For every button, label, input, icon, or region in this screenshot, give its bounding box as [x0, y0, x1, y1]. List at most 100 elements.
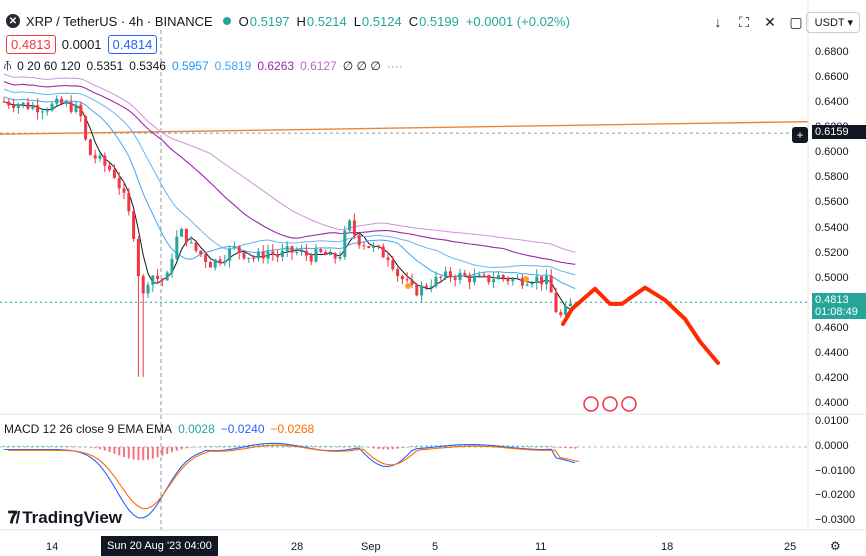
candle-body — [530, 282, 534, 285]
macd-histogram-bar — [233, 445, 236, 447]
candle-body — [400, 276, 404, 280]
macd-histogram-bar — [502, 445, 505, 447]
candle-body — [492, 279, 496, 283]
macd-histogram-bar — [99, 447, 101, 450]
macd-histogram-bar — [353, 445, 356, 447]
tradingview-mark-icon: 𝟕/ — [8, 508, 20, 527]
macd-histogram-bar — [171, 447, 173, 453]
ma-60b-line — [3, 88, 576, 276]
candle-body — [429, 286, 433, 288]
macd-histogram-bar — [60, 445, 63, 447]
candle-body — [396, 269, 400, 277]
tradingview-logo[interactable]: 𝟕/ TradingView — [8, 508, 122, 528]
ma-120-line — [3, 81, 576, 265]
candle-body — [420, 285, 424, 296]
candle-body — [458, 272, 462, 281]
macd-params[interactable]: MACD 12 26 close 9 EMA EMA — [4, 422, 173, 436]
candle-body — [93, 155, 97, 159]
macd-histogram-bar — [252, 444, 255, 447]
candle-body — [381, 246, 385, 258]
macd-histogram-bar — [79, 446, 82, 448]
price-tick-label: 0.5400 — [815, 221, 849, 234]
candle-body — [328, 253, 332, 256]
price-tick-label: 0.5200 — [815, 246, 849, 259]
trend-line — [0, 120, 809, 135]
candle-body — [501, 275, 505, 279]
candle-body — [477, 274, 481, 276]
macd-histogram-bar — [94, 447, 97, 449]
ask-price[interactable]: 0.4814 — [107, 35, 158, 54]
candle-body — [218, 259, 222, 263]
ma-params[interactable]: 0 20 60 120 — [17, 58, 81, 73]
macd-histogram-bar — [545, 445, 548, 447]
candle-body — [314, 249, 318, 262]
macd-histogram-bar — [334, 446, 337, 447]
economic-event-icon — [583, 396, 599, 412]
price-tick-label: 0.6600 — [815, 70, 849, 83]
change-value: +0.0001 (+0.02%) — [465, 13, 570, 29]
candle-body — [242, 252, 246, 259]
candle-body — [511, 278, 515, 282]
ma-value-3: 0.5819 — [214, 58, 252, 73]
ma-60-line — [3, 96, 576, 290]
macd-histogram-bar — [228, 445, 231, 447]
candle-body — [180, 228, 184, 237]
candle-body — [16, 104, 20, 108]
ma-value-5: 0.6127 — [300, 58, 337, 73]
candle-body — [415, 284, 419, 296]
chart-toolbar: ↓ ⛶ ✕ ▢ — [704, 10, 808, 34]
settings-gear-icon[interactable]: ⚙ — [830, 539, 841, 553]
candle-body — [564, 306, 568, 316]
line-price-tag: 0.6159 — [812, 125, 866, 140]
macd-histogram-bar — [151, 447, 154, 459]
candle-body — [261, 251, 265, 259]
macd-histogram-bar — [319, 445, 322, 447]
economic-event-icon — [602, 396, 618, 412]
open-value: 0.5197 — [249, 13, 290, 29]
candle-body — [496, 275, 500, 280]
candle-body — [55, 98, 59, 104]
macd-tick-label: −0.0200 — [815, 489, 856, 502]
screenshot-icon[interactable]: ▢ — [789, 13, 803, 30]
candle-body — [194, 242, 198, 251]
macd-histogram-bar — [435, 445, 437, 447]
macd-histogram-bar — [55, 445, 58, 447]
macd-histogram-bar — [358, 445, 361, 447]
candle-body — [199, 250, 203, 255]
candle-body — [525, 284, 529, 286]
arrow-down-icon[interactable]: ↓ — [714, 14, 722, 30]
symbol-title[interactable]: XRP / TetherUS · 4h · BINANCE — [26, 13, 213, 29]
macd-histogram-bar — [161, 447, 164, 456]
currency-selector[interactable]: USDT ▾ — [805, 12, 860, 33]
candle-body — [266, 251, 270, 259]
macd-histogram-bar — [406, 447, 409, 448]
macd-histogram-bar — [185, 447, 188, 449]
high-value: 0.5214 — [306, 13, 347, 29]
close-icon[interactable]: ✕ — [764, 13, 776, 30]
add-alert-icon[interactable]: + — [792, 127, 808, 143]
ma-value-1: 0.5346 — [129, 58, 166, 73]
macd-histogram-bar — [219, 446, 221, 447]
fullscreen-icon[interactable]: ⛶ — [739, 13, 749, 30]
candle-body — [300, 250, 304, 253]
macd-histogram-bar — [425, 445, 428, 447]
currency-label: USDT — [814, 17, 845, 29]
ma-empty-values: ∅ ∅ ∅ — [342, 58, 381, 73]
macd-histogram-bar — [199, 446, 202, 448]
macd-histogram-bar — [377, 447, 380, 449]
macd-histogram-bar — [540, 445, 543, 447]
macd-tick-label: −0.0300 — [815, 513, 856, 526]
macd-signal-line — [8, 444, 580, 510]
ma-legend: ⫚ 0 20 60 120 0.5351 0.5346 0.5957 0.5819 0.… — [4, 58, 409, 73]
macd-line — [4, 442, 576, 519]
more-dots-icon[interactable]: ···· — [386, 58, 403, 73]
macd-histogram-bar — [3, 445, 5, 447]
macd-histogram-bar — [75, 446, 77, 447]
candle-body — [487, 274, 491, 283]
macd-histogram-bar — [401, 447, 404, 448]
macd-histogram-bar — [89, 447, 92, 448]
candle-body — [98, 155, 102, 159]
bid-price[interactable]: 0.4813 — [6, 35, 56, 54]
candle-body — [141, 276, 145, 294]
